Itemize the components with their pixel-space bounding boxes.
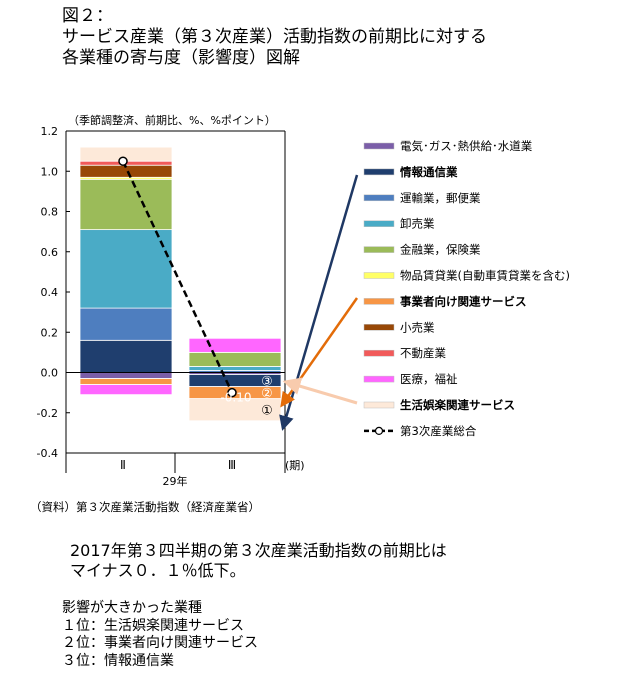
unit-note: （季節調整済、前期比、%、%ポイント） [68, 114, 276, 127]
rank-marker: ③ [261, 375, 273, 390]
figure-title-line: サービス産業（第３次産業）活動指数の前期比に対する [62, 27, 487, 47]
ranking-item: ２位：事業者向け関連サービス [62, 635, 258, 651]
bar-segment [79, 339, 173, 373]
figure-title-line: 図２： [62, 6, 113, 26]
y-tick-label: 0.4 [41, 286, 59, 299]
y-tick-label: 0.2 [41, 326, 59, 339]
legend-swatch [363, 324, 395, 331]
legend-swatch [363, 168, 395, 176]
x-tick-label: Ⅱ [120, 458, 126, 472]
summary-line: マイナス０．１％低下。 [70, 561, 246, 580]
figure-title: 図２： サービス産業（第３次産業）活動指数の前期比に対する 各業種の寄与度（影響… [62, 6, 602, 69]
year-label: 29年 [163, 474, 188, 488]
legend-swatch [363, 246, 395, 253]
contribution-chart: 1.2 1.0 0.8 0.6 0.4 0.2 0.0 -0.2 -0.4 Ⅱ Ⅲ 29年 (期) -0… [37, 125, 570, 488]
bar-segment [79, 372, 173, 379]
y-tick-label: 0.0 [41, 367, 59, 380]
y-tick-label: 0.6 [41, 246, 59, 259]
legend-swatch [363, 298, 395, 305]
bar-segment [79, 229, 173, 309]
source-note: （資料）第３次産業活動指数（経済産業省） [30, 500, 260, 514]
bar-segment [188, 366, 282, 371]
ranking-heading: 影響が大きかった業種 [62, 600, 202, 616]
ranking-list: 影響が大きかった業種 １位：生活娯楽関連サービス ２位：事業者向け関連サービス … [62, 600, 258, 670]
total-point [227, 387, 237, 398]
y-tick-label: 1.0 [41, 165, 59, 178]
legend-swatch [363, 220, 395, 227]
period-label: (期) [285, 459, 305, 472]
legend-line-marker [374, 426, 384, 435]
legend-swatch [363, 272, 395, 279]
legend-label: 物品賃貸業(自動車賃貸業を含む) [400, 269, 570, 283]
legend: 電気･ガス･熱供給･水道業情報通信業運輸業，郵便業卸売業金融業，保険業物品賃貸業… [363, 139, 570, 438]
arrow-info-comm [279, 174, 359, 431]
bar-segment [79, 307, 173, 341]
ranking-item: １位：生活娯楽関連サービス [62, 617, 244, 634]
legend-label: 小売業 [400, 320, 435, 334]
bars-layer [79, 146, 282, 422]
legend-label: 医療，福祉 [400, 372, 458, 386]
bar-segment [188, 337, 282, 353]
legend-label: 電気･ガス･熱供給･水道業 [400, 139, 533, 153]
legend-label: 事業者向け関連サービス [400, 294, 527, 308]
legend-swatch [363, 375, 395, 383]
rank-marker: ② [261, 387, 273, 402]
legend-swatch [363, 194, 395, 202]
summary-line: 2017年第３四半期の第３次産業活動指数の前期比は [70, 541, 447, 560]
legend-label: 不動産業 [400, 346, 446, 360]
data-label: -0.10 [220, 391, 251, 405]
legend-label: 運輸業，郵便業 [400, 191, 481, 205]
legend-label: 第3次産業総合 [400, 424, 477, 438]
arrows-layer [279, 174, 359, 431]
legend-swatch [363, 142, 395, 150]
bar-segment [79, 384, 173, 396]
legend-swatch [363, 349, 395, 357]
ranking-item: ３位：情報通信業 [62, 652, 174, 669]
legend-label: 金融業，保険業 [400, 243, 481, 257]
total-line [121, 160, 234, 394]
legend-label: 生活娯楽関連サービス [400, 398, 515, 412]
bar-segment [188, 351, 282, 367]
rank-marker: ① [261, 404, 273, 419]
arrow-lifestyle-services [282, 377, 358, 405]
y-tick-label: -0.2 [37, 407, 58, 420]
legend-label: 情報通信業 [399, 165, 458, 179]
overlay-layer: -0.10 ① ②③ [118, 156, 273, 419]
bar-segment [79, 178, 173, 231]
arrow-business-services [280, 297, 359, 408]
y-tick-label: -0.4 [37, 447, 58, 460]
legend-label: 卸売業 [400, 217, 435, 231]
total-point [118, 156, 128, 166]
x-tick-label: Ⅲ [228, 458, 236, 472]
figure-title-line: 各業種の寄与度（影響度）図解 [62, 48, 300, 68]
bar-segment [79, 378, 173, 385]
bar-segment [188, 398, 282, 422]
summary-text: 2017年第３四半期の第３次産業活動指数の前期比は マイナス０．１％低下。 [70, 541, 447, 581]
y-tick-label: 1.2 [41, 125, 59, 138]
legend-swatch [363, 401, 395, 409]
y-tick-label: 0.8 [41, 206, 59, 219]
